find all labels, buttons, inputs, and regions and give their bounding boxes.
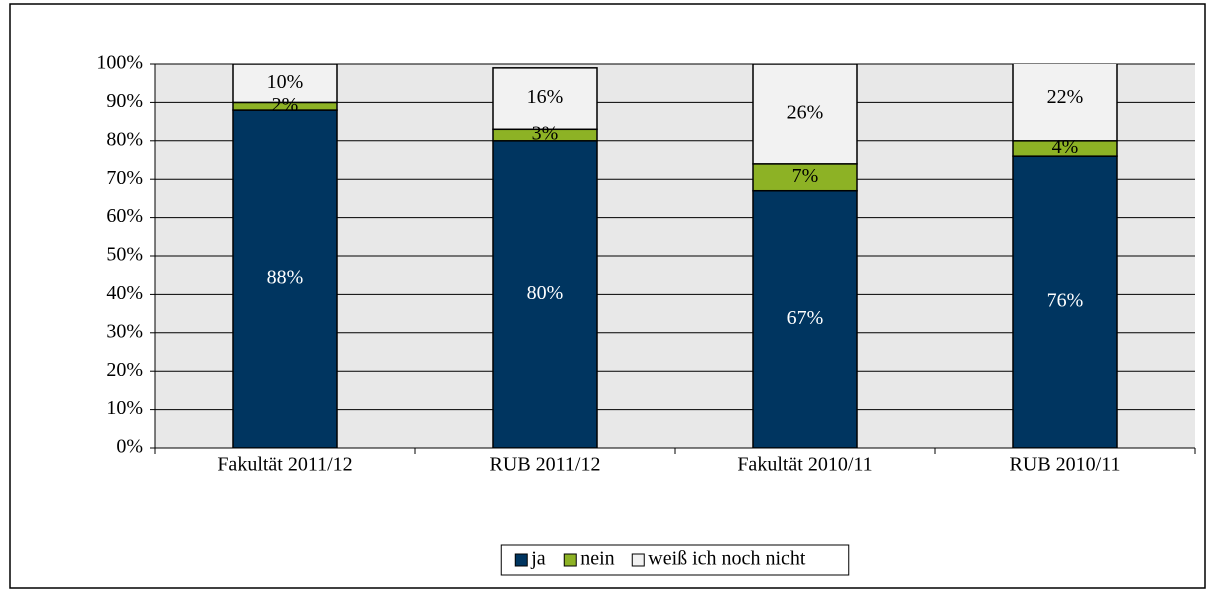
bar-segment	[232, 64, 338, 104]
legend-box	[500, 544, 850, 576]
x-tick-label: Fakultät 2011/12	[217, 454, 352, 476]
y-tick-label: 60%	[106, 205, 143, 227]
x-tick-label: Fakultät 2010/11	[737, 454, 872, 476]
data-label: 2%	[272, 94, 299, 116]
y-tick-label: 50%	[106, 244, 143, 266]
y-tick-label: 10%	[106, 397, 143, 419]
legend-label: ja	[530, 548, 546, 570]
bar-segment	[492, 67, 598, 131]
legend-label: nein	[580, 548, 614, 570]
y-tick-label: 20%	[106, 359, 143, 381]
y-tick-label: 0%	[116, 436, 143, 458]
bar-segment	[1012, 64, 1118, 142]
data-label: 4%	[1052, 136, 1079, 158]
data-label: 80%	[527, 282, 564, 304]
legend-swatch	[631, 553, 645, 567]
data-label: 7%	[792, 165, 819, 187]
legend-swatch	[514, 553, 528, 567]
data-label: 76%	[1047, 290, 1084, 312]
legend-label: weiß ich noch nicht	[648, 548, 806, 570]
y-tick-label: 30%	[106, 320, 143, 342]
data-label: 10%	[267, 71, 304, 93]
y-tick-label: 90%	[106, 90, 143, 112]
bar-segment	[752, 64, 858, 165]
y-tick-label: 100%	[96, 52, 143, 74]
data-label: 26%	[787, 102, 824, 124]
data-label: 88%	[267, 267, 304, 289]
bar-segment	[752, 163, 858, 192]
x-tick-label: RUB 2011/12	[490, 454, 601, 476]
data-label: 3%	[532, 123, 559, 145]
data-label: 22%	[1047, 86, 1084, 108]
x-tick-label: RUB 2010/11	[1010, 454, 1121, 476]
data-label: 16%	[527, 86, 564, 108]
bar-segment	[752, 189, 858, 448]
y-tick-label: 40%	[106, 282, 143, 304]
y-tick-label: 70%	[106, 167, 143, 189]
data-label: 67%	[787, 307, 824, 329]
legend-swatch	[563, 553, 577, 567]
bar-segment	[1012, 155, 1118, 448]
bar-segment	[492, 140, 598, 448]
bar-segment	[232, 109, 338, 448]
y-tick-label: 80%	[106, 128, 143, 150]
